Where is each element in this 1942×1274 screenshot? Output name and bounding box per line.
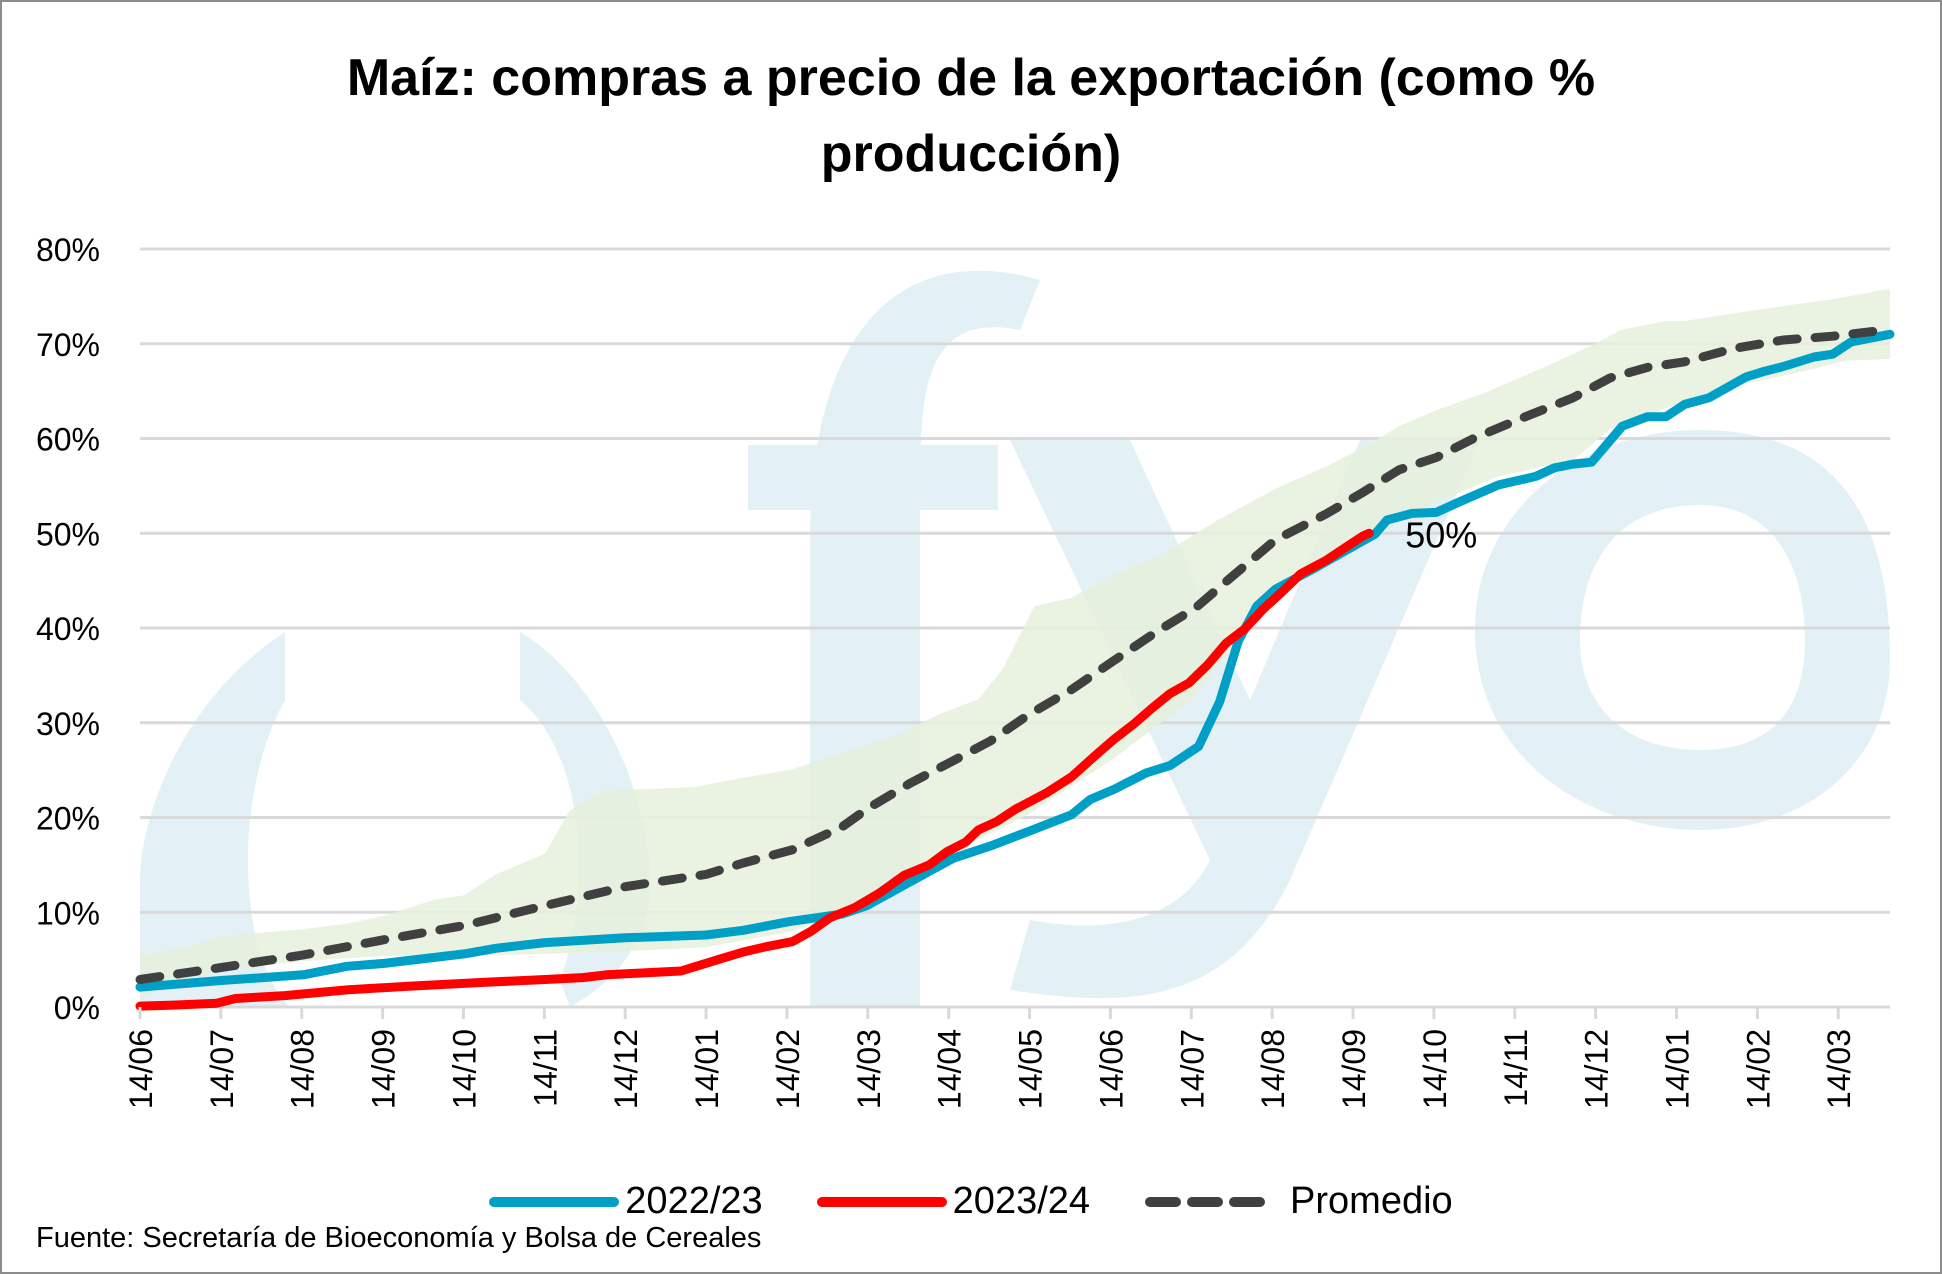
x-tick-label: 14/01: [689, 1029, 725, 1109]
x-tick-label: 14/01: [1660, 1029, 1696, 1109]
source-note: Fuente: Secretaría de Bioeconomía y Bols…: [36, 1222, 762, 1254]
legend-label-promedio: Promedio: [1290, 1180, 1453, 1222]
legend: 2022/23 2023/24 Promedio: [0, 1180, 1942, 1223]
legend-label-2022-23: 2022/23: [625, 1180, 763, 1222]
y-tick-label: 30%: [36, 706, 100, 742]
y-tick-label: 20%: [36, 801, 100, 837]
y-tick-label: 60%: [36, 422, 100, 458]
x-axis: 14/06 14/07 14/08 14/09 14/10 14/11 14/12 14/01…: [123, 1007, 1857, 1109]
x-tick-label: 14/03: [1821, 1029, 1857, 1109]
band-area: [140, 288, 1890, 998]
series-line-2023-24: [135, 528, 1374, 1011]
x-tick-label: 14/06: [1093, 1029, 1129, 1109]
chart-title: Maíz: compras a precio de la exportación…: [0, 40, 1942, 192]
x-tick-label: 14/02: [1740, 1029, 1776, 1109]
x-tick-label: 14/10: [1417, 1029, 1453, 1109]
y-tick-label: 50%: [36, 516, 100, 552]
legend-item-2023-24: 2023/24: [816, 1180, 1091, 1223]
x-tick-label: 14/11: [527, 1029, 563, 1107]
x-tick-label: 14/08: [1255, 1029, 1291, 1109]
x-tick-label: 14/05: [1013, 1029, 1049, 1109]
x-tick-label: 14/09: [1336, 1029, 1372, 1109]
x-tick-label: 14/12: [608, 1029, 644, 1109]
chart-title-line-1: Maíz: compras a precio de la exportación…: [346, 49, 1596, 107]
legend-swatch-promedio: [1145, 1196, 1274, 1207]
x-tick-label: 14/04: [932, 1029, 968, 1109]
chart-title-line-2: producción): [820, 125, 1122, 183]
series-lines: [135, 325, 1895, 1011]
legend-item-promedio: Promedio: [1144, 1180, 1453, 1223]
x-tick-label: 14/03: [851, 1029, 887, 1109]
y-tick-label: 40%: [36, 611, 100, 647]
x-tick-label: 14/07: [1174, 1029, 1210, 1109]
y-tick-label: 0%: [54, 990, 100, 1026]
x-tick-label: 14/09: [366, 1029, 402, 1109]
annotations: 50%: [1405, 514, 1477, 555]
historical-range-band: [140, 288, 1890, 998]
y-tick-label: 70%: [36, 327, 100, 363]
legend-item-2022-23: 2022/23: [489, 1180, 763, 1223]
y-tick-label: 80%: [36, 232, 100, 268]
x-tick-label: 14/12: [1579, 1029, 1615, 1109]
y-axis: 0% 10% 20% 30% 40% 50% 60% 70% 80%: [36, 232, 100, 1026]
series-line-promedio: [135, 325, 1895, 984]
x-tick-label: 14/11: [1498, 1029, 1534, 1107]
legend-swatch-2023-24: [816, 1196, 947, 1207]
legend-label-2023-24: 2023/24: [952, 1180, 1091, 1222]
x-tick-label: 14/07: [204, 1029, 240, 1109]
x-tick-label: 14/02: [770, 1029, 806, 1109]
x-tick-label: 14/10: [446, 1029, 482, 1109]
watermark-letter-o: [1475, 430, 1890, 830]
watermark-letter-f-bar: [748, 445, 998, 510]
data-label-50pct: 50%: [1405, 514, 1477, 555]
x-tick-label: 14/08: [285, 1029, 321, 1109]
legend-swatch-2022-23: [489, 1196, 620, 1207]
y-tick-label: 10%: [36, 895, 100, 931]
x-tick-label: 14/06: [123, 1029, 159, 1109]
